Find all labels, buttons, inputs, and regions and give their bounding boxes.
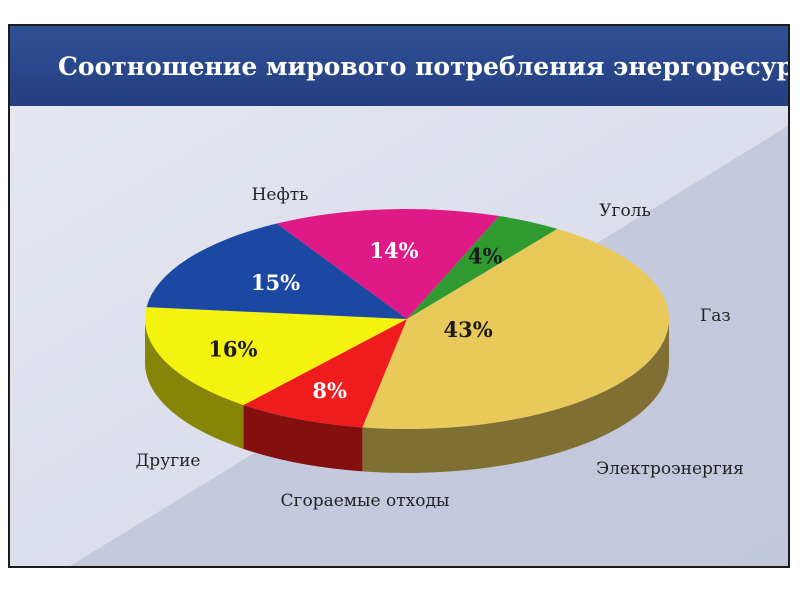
pie-side-0 [362, 319, 669, 473]
chart-frame: Соотношение мирового потребления энергор… [8, 24, 790, 568]
category-label-5: Другие [135, 451, 200, 471]
value-label-2: 16% [208, 336, 257, 361]
value-label-0: 43% [444, 317, 493, 342]
pie-slice-1 [243, 319, 407, 428]
chart-title: Соотношение мирового потребления энергор… [58, 51, 790, 81]
title-bar: Соотношение мирового потребления энергор… [10, 26, 788, 106]
category-label-2: Газ [700, 306, 731, 326]
category-label-4: Сгораемые отходы [281, 491, 450, 511]
pie-side-1 [243, 404, 363, 472]
value-label-3: 15% [251, 270, 300, 295]
chart-area: 43% 8% 16% 15% 14% 4% Нефть Уголь Газ Электроэне… [10, 106, 788, 566]
pie-slice-0 [362, 228, 669, 429]
category-label-1: Уголь [599, 201, 650, 221]
value-label-4: 14% [369, 238, 418, 263]
pie-chart: 43% 8% 16% 15% 14% 4% Нефть Уголь Газ Электроэне… [10, 106, 788, 566]
pie-slice-4 [276, 209, 500, 319]
category-label-0: Нефть [252, 185, 309, 205]
value-label-5: 4% [468, 244, 503, 269]
pie-slice-5 [407, 216, 558, 319]
pie-top [145, 209, 669, 429]
value-label-1: 8% [312, 378, 347, 403]
pie-value-labels: 43% 8% 16% 15% 14% 4% [208, 238, 502, 403]
pie-slice-2 [145, 307, 407, 405]
category-label-3: Электроэнергия [596, 459, 744, 479]
pie-category-labels: Нефть Уголь Газ Электроэнергия Сгораемые отх… [135, 185, 743, 511]
pie-side-2 [145, 319, 244, 449]
pie-sides [145, 319, 669, 473]
pie-slice-3 [146, 223, 407, 319]
